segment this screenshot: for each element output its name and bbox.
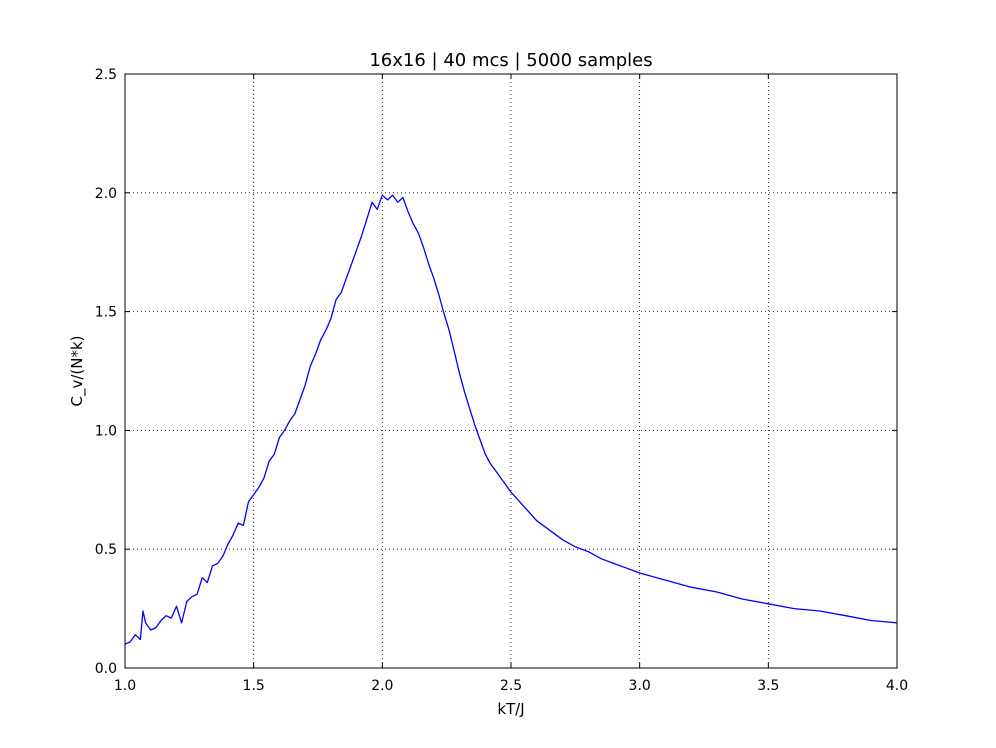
x-tick-label: 2.0 [371, 678, 393, 694]
y-tick-label: 2.0 [95, 186, 117, 202]
x-tick-label: 3.5 [757, 678, 779, 694]
x-tick-label: 3.0 [629, 678, 651, 694]
axis-ticks [124, 73, 898, 669]
series-line [124, 194, 898, 645]
x-tick-label: 1.0 [114, 678, 136, 694]
plot-area [124, 194, 898, 645]
y-tick-label: 2.5 [95, 67, 117, 83]
y-tick-label: 0.0 [95, 661, 117, 677]
x-tick-label: 2.5 [500, 678, 522, 694]
grid-lines [125, 74, 897, 668]
y-tick-label: 0.5 [95, 542, 117, 558]
x-tick-label: 4.0 [886, 678, 908, 694]
chart-title: 16x16 | 40 mcs | 5000 samples [369, 50, 652, 71]
y-tick-label: 1.5 [95, 305, 117, 321]
y-tick-label: 1.0 [95, 423, 117, 439]
y-axis-label: C_v/(N*k) [68, 335, 87, 406]
x-tick-label: 1.5 [243, 678, 265, 694]
tick-labels: 1.0 1.5 2.0 2.5 3.0 3.5 4.0 0.0 0.5 1.0 1.5 2.0 2.5 [95, 67, 908, 694]
x-axis-label: kT/J [497, 700, 524, 718]
